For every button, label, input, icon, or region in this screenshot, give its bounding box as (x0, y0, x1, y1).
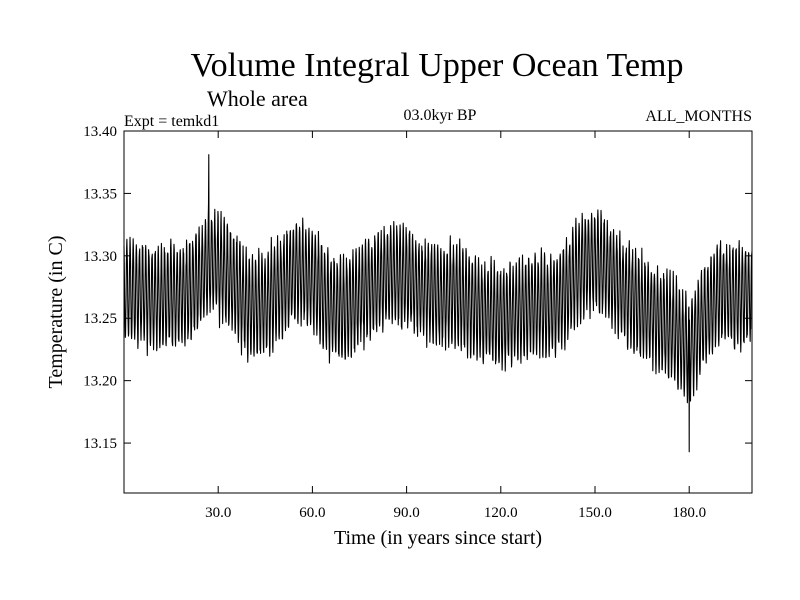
x-tick-label: 180.0 (672, 505, 706, 521)
y-tick-label: 13.40 (83, 124, 117, 140)
y-tick-label: 13.20 (83, 374, 117, 390)
x-tick-label: 60.0 (299, 505, 325, 521)
x-axis: 30.0 60.0 90.0 120.0 150.0 180.0 (205, 131, 706, 521)
x-tick-label: 90.0 (393, 505, 419, 521)
plot-frame (123, 130, 753, 494)
series-line-temperature (123, 154, 753, 453)
y-axis-label: Temperature (in C) (45, 236, 67, 389)
y-tick-label: 13.25 (83, 311, 117, 327)
experiment-label: Expt = temkd1 (124, 113, 219, 130)
data-layer (123, 154, 753, 453)
chart-subtitle: Whole area (207, 86, 308, 111)
y-axis: 13.15 13.20 13.25 13.30 13.35 13.40 (83, 124, 752, 452)
period-label: 03.0kyr BP (404, 107, 477, 124)
x-tick-label: 150.0 (578, 505, 612, 521)
y-tick-label: 13.15 (83, 436, 117, 452)
x-tick-label: 120.0 (484, 505, 518, 521)
y-tick-label: 13.35 (83, 186, 117, 202)
x-tick-label: 30.0 (205, 505, 231, 521)
chart-title: Volume Integral Upper Ocean Temp (191, 47, 684, 84)
months-label: ALL_MONTHS (645, 108, 752, 125)
y-tick-label: 13.30 (83, 249, 117, 265)
x-axis-label: Time (in years since start) (334, 527, 542, 549)
